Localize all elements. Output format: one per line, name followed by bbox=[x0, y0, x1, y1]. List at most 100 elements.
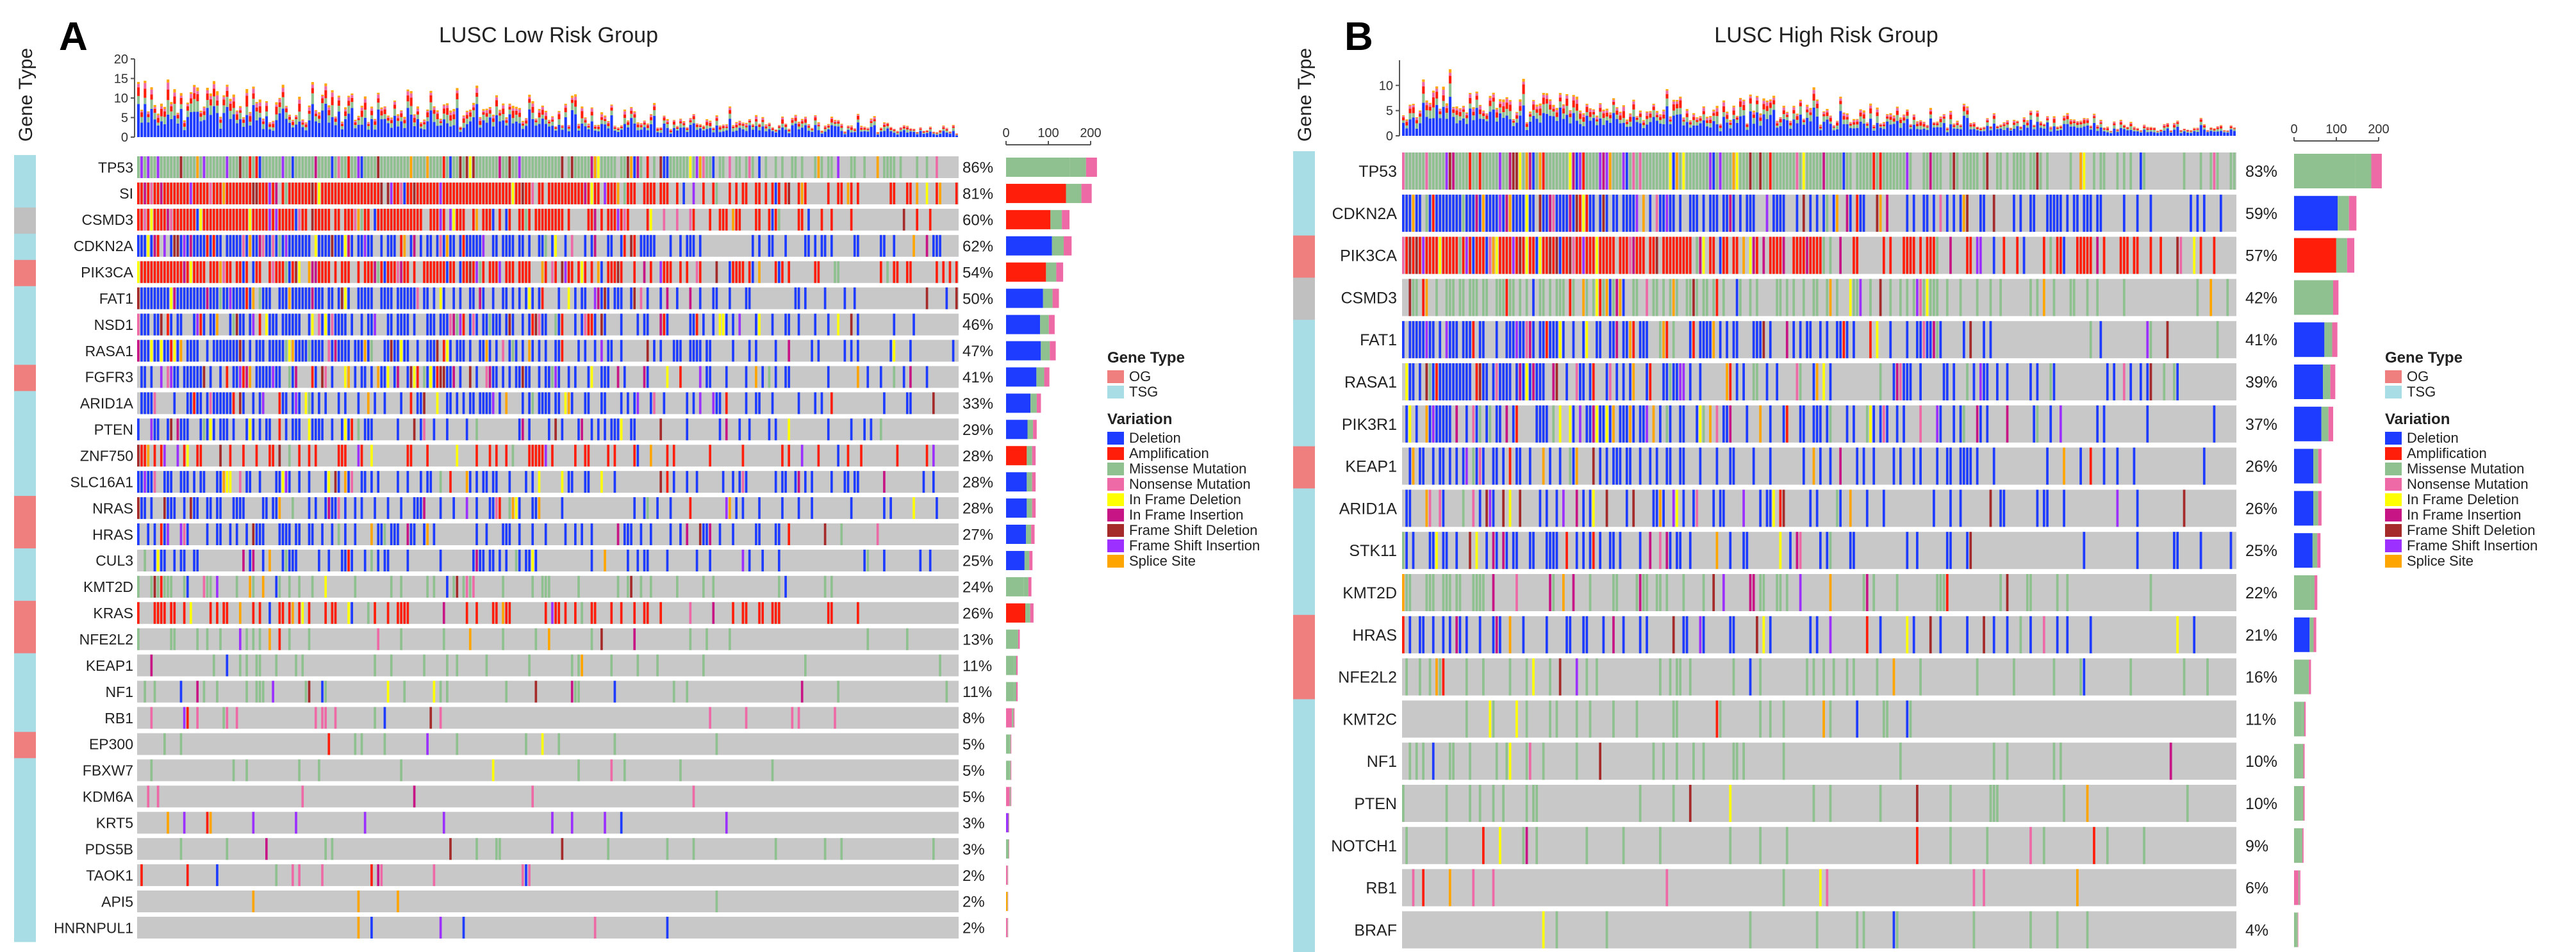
mutation-cell bbox=[465, 497, 468, 520]
mutation-cell bbox=[255, 680, 258, 703]
top-bar-segment bbox=[482, 110, 485, 113]
mutation-cell bbox=[249, 182, 252, 204]
mutation-cell bbox=[502, 523, 504, 546]
top-bar-segment bbox=[331, 105, 334, 117]
mutation-cell bbox=[709, 156, 711, 178]
top-bar-segment bbox=[1876, 122, 1879, 136]
mutation-cell bbox=[755, 313, 757, 336]
top-bar-segment bbox=[1712, 111, 1715, 113]
mutation-cell bbox=[686, 680, 689, 703]
top-bar-segment bbox=[1836, 129, 1839, 136]
mutation-cell bbox=[663, 208, 666, 231]
mutation-cell bbox=[318, 261, 320, 283]
top-bar-segment bbox=[1899, 119, 1903, 120]
mutation-cell bbox=[298, 156, 301, 178]
top-bar-segment bbox=[1712, 115, 1715, 121]
mutation-cell bbox=[314, 287, 317, 309]
top-bar-segment bbox=[468, 121, 472, 137]
mutation-cell bbox=[495, 838, 498, 860]
top-bar-segment bbox=[275, 106, 278, 115]
top-bar-segment bbox=[669, 132, 672, 134]
top-bar-segment bbox=[1639, 123, 1642, 136]
mutation-cell bbox=[374, 602, 376, 624]
mutation-cell bbox=[226, 838, 229, 860]
mutation-cell bbox=[347, 156, 350, 178]
mutation-cell bbox=[557, 340, 561, 362]
top-bar-segment bbox=[1592, 111, 1596, 115]
top-bar-segment bbox=[860, 126, 863, 128]
top-bar-segment bbox=[2133, 131, 2136, 136]
mutation-cell bbox=[491, 234, 495, 257]
mutation-cell bbox=[531, 497, 534, 520]
top-bar-segment bbox=[2166, 123, 2169, 124]
mutation-cell bbox=[363, 812, 367, 834]
mutation-cell bbox=[347, 366, 350, 388]
mutation-cell bbox=[258, 156, 261, 178]
top-bar-segment bbox=[1842, 116, 1845, 120]
mutation-cell bbox=[144, 392, 146, 414]
mutation-cell bbox=[357, 156, 360, 178]
mutation-cell bbox=[857, 340, 859, 362]
gene-track-krt5 bbox=[137, 812, 959, 834]
panel-b-legend-gene-type-title: Gene Type bbox=[2385, 349, 2463, 366]
mutation-cell bbox=[222, 602, 226, 624]
mutation-cell bbox=[528, 864, 531, 887]
top-bar-segment bbox=[2072, 119, 2076, 120]
mutation-cell bbox=[144, 471, 146, 493]
top-bar-segment bbox=[604, 117, 607, 119]
mutation-cell bbox=[433, 287, 436, 309]
top-bar-segment bbox=[183, 130, 186, 137]
top-bar-segment bbox=[318, 112, 321, 114]
mutation-cell bbox=[698, 340, 702, 362]
top-bar-segment bbox=[1759, 126, 1762, 136]
gene-pct-nsd1: 46% bbox=[962, 316, 993, 334]
mutation-cell bbox=[449, 838, 452, 860]
mutation-cell bbox=[698, 392, 702, 414]
top-bar-segment bbox=[150, 94, 153, 100]
top-bar-segment bbox=[268, 127, 272, 129]
mutation-cell bbox=[814, 261, 817, 283]
top-bar-segment bbox=[1452, 117, 1455, 136]
gene-pct-si: 81% bbox=[962, 186, 993, 203]
top-bar-segment bbox=[383, 106, 386, 108]
gene-label-cdkn2a: CDKN2A bbox=[74, 238, 134, 254]
mutation-cell bbox=[745, 392, 748, 414]
mutation-cell bbox=[229, 340, 232, 362]
mutation-cell bbox=[659, 182, 663, 204]
top-bar-segment bbox=[1502, 112, 1505, 119]
mutation-cell bbox=[268, 182, 271, 204]
mutation-cell bbox=[278, 628, 281, 650]
mutation-cell bbox=[706, 156, 708, 178]
mutation-cell bbox=[416, 392, 419, 414]
top-bar-segment bbox=[633, 123, 636, 137]
mutation-cell bbox=[226, 287, 229, 309]
mutation-cell bbox=[301, 182, 304, 204]
top-bar-segment bbox=[242, 122, 245, 127]
mutation-cell bbox=[137, 182, 140, 204]
mutation-cell bbox=[495, 182, 498, 204]
top-bar-segment bbox=[827, 124, 830, 126]
top-bar-segment bbox=[2116, 130, 2119, 131]
mutation-cell bbox=[173, 208, 176, 231]
top-bar-segment bbox=[889, 127, 893, 128]
top-bar-segment bbox=[781, 119, 784, 124]
side-bar-segment-tp53 bbox=[1069, 158, 1086, 177]
mutation-cell bbox=[170, 234, 172, 257]
mutation-cell bbox=[173, 602, 176, 624]
top-bar-segment bbox=[1746, 124, 1749, 127]
mutation-cell bbox=[491, 287, 495, 309]
top-bar-segment bbox=[1895, 115, 1899, 121]
legend-gene-type-swatch-og bbox=[1107, 370, 1124, 383]
mutation-cell bbox=[272, 497, 274, 520]
top-bar-segment bbox=[1465, 124, 1469, 136]
mutation-cell bbox=[607, 234, 609, 257]
top-bar-segment bbox=[1692, 117, 1696, 120]
mutation-cell bbox=[663, 313, 666, 336]
mutation-cell bbox=[390, 575, 393, 598]
mutation-cell bbox=[722, 156, 725, 178]
mutation-cell bbox=[377, 208, 380, 231]
mutation-cell bbox=[669, 234, 672, 257]
mutation-cell bbox=[587, 313, 590, 336]
top-bar-segment bbox=[1485, 119, 1489, 122]
mutation-cell bbox=[160, 549, 163, 571]
